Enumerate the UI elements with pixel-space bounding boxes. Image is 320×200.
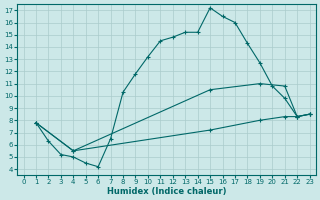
X-axis label: Humidex (Indice chaleur): Humidex (Indice chaleur): [107, 187, 226, 196]
